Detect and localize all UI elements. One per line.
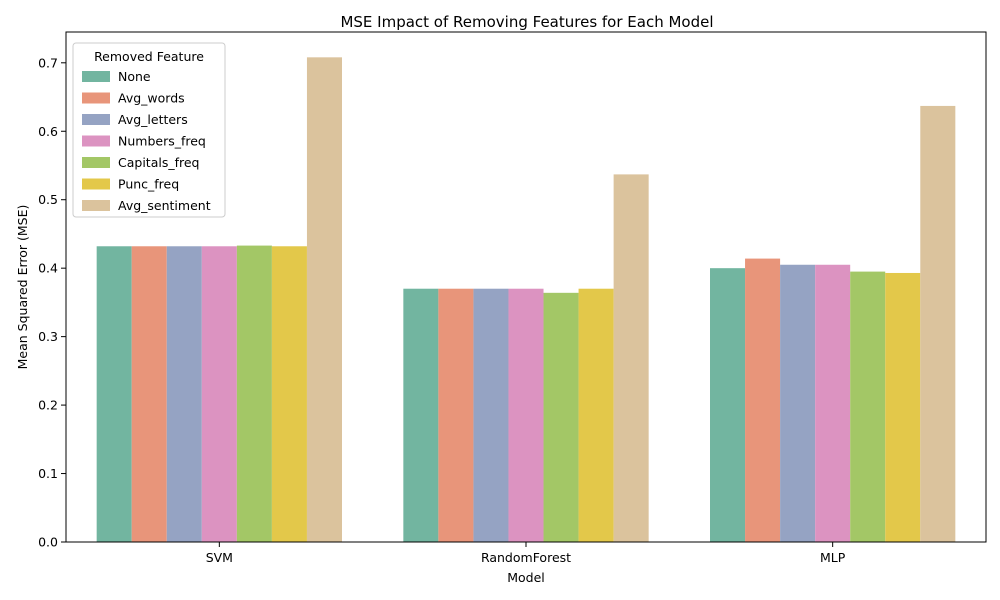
legend-label: Avg_letters bbox=[118, 112, 188, 127]
bar-svm-numbers-freq bbox=[201, 246, 237, 542]
bar-mlp-avg-sentiment bbox=[920, 105, 956, 542]
y-axis: 0.0 0.1 0.2 0.3 0.4 0.5 0.6 0.7 bbox=[38, 55, 66, 550]
bar-randomforest-none bbox=[403, 288, 439, 542]
y-tick-label: 0.4 bbox=[38, 261, 58, 276]
plot-frame bbox=[65, 31, 987, 543]
legend-label: Avg_sentiment bbox=[118, 198, 211, 213]
y-tick-label: 0.3 bbox=[38, 329, 58, 344]
legend: Removed Feature None Avg_words Avg_letters N… bbox=[72, 42, 226, 218]
legend-label: Punc_freq bbox=[118, 177, 179, 192]
x-axis-label: Model bbox=[507, 570, 545, 585]
x-tick-label: SVM bbox=[206, 550, 233, 565]
bar-mlp-numbers-freq bbox=[815, 264, 851, 542]
legend-swatch bbox=[82, 157, 110, 168]
y-axis-label: Mean Squared Error (MSE) bbox=[15, 205, 30, 370]
legend-swatch bbox=[82, 92, 110, 104]
legend-swatch bbox=[82, 178, 110, 190]
bar-randomforest-capitals-freq bbox=[543, 292, 579, 542]
x-tick-label: MLP bbox=[820, 550, 846, 565]
legend-swatch bbox=[82, 114, 110, 125]
bar-svm-none bbox=[96, 246, 132, 542]
x-tick-label: RandomForest bbox=[481, 550, 571, 565]
y-tick-label: 0.6 bbox=[38, 124, 58, 139]
bar-mlp-capitals-freq bbox=[850, 271, 886, 542]
legend-swatch bbox=[82, 71, 110, 82]
bars-group bbox=[96, 57, 956, 542]
bar-randomforest-avg-letters bbox=[473, 288, 509, 542]
y-tick-label: 0.1 bbox=[38, 466, 58, 481]
legend-label: None bbox=[118, 69, 151, 84]
bar-randomforest-numbers-freq bbox=[508, 288, 544, 542]
y-tick-label: 0.2 bbox=[38, 398, 58, 413]
y-tick-label: 0.5 bbox=[38, 192, 58, 207]
legend-label: Avg_words bbox=[118, 91, 185, 106]
legend-frame bbox=[72, 42, 226, 218]
chart-title: MSE Impact of Removing Features for Each… bbox=[340, 13, 713, 31]
bar-mlp-avg-words bbox=[745, 258, 781, 542]
bar-svm-avg-words bbox=[131, 246, 167, 542]
legend-title: Removed Feature bbox=[94, 49, 204, 64]
y-tick-label: 0.7 bbox=[38, 55, 58, 70]
y-tick-label: 0.0 bbox=[38, 535, 58, 550]
x-axis: SVM RandomForest MLP bbox=[206, 542, 846, 565]
bar-svm-capitals-freq bbox=[236, 245, 272, 542]
bar-svm-avg-letters bbox=[166, 246, 202, 542]
bar-mlp-none bbox=[710, 268, 746, 542]
bar-svm-punc-freq bbox=[271, 246, 307, 542]
legend-label: Capitals_freq bbox=[118, 155, 199, 170]
bar-mlp-avg-letters bbox=[780, 264, 816, 542]
legend-label: Numbers_freq bbox=[118, 134, 206, 149]
bar-randomforest-avg-words bbox=[438, 288, 474, 542]
bar-randomforest-punc-freq bbox=[578, 288, 614, 542]
bar-randomforest-avg-sentiment bbox=[613, 174, 649, 542]
legend-swatch bbox=[82, 200, 110, 211]
bar-svm-avg-sentiment bbox=[306, 57, 342, 542]
bar-mlp-punc-freq bbox=[885, 272, 921, 542]
legend-swatch bbox=[82, 135, 110, 147]
